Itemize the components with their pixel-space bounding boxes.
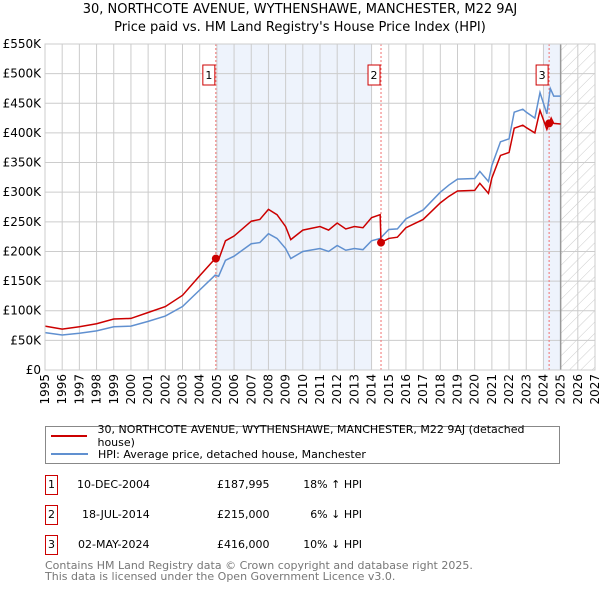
- legend: 30, NORTHCOTE AVENUE, WYTHENSHAWE, MANCH…: [45, 423, 560, 464]
- x-tick-label: 1996: [55, 374, 69, 405]
- y-tick-label: £250K: [3, 215, 43, 229]
- license-text: This data is licensed under the Open Gov…: [45, 570, 396, 583]
- y-tick-label: £100K: [3, 304, 43, 318]
- sale-date: 10-DEC-2004: [77, 478, 151, 491]
- legend-label: HPI: Average price, detached house, Manc…: [98, 447, 366, 461]
- legend-item-hpi: HPI: Average price, detached house, Manc…: [46, 446, 366, 462]
- sale-date: 02-MAY-2024: [78, 538, 150, 551]
- x-tick-label: 2015: [382, 374, 396, 405]
- shaded-period: [216, 44, 372, 370]
- sale-label-box: [367, 64, 381, 86]
- marker-badge: 1: [45, 475, 58, 495]
- x-tick-label: 2000: [124, 374, 138, 405]
- hpi-diff: 10% ↓ HPI: [303, 538, 362, 551]
- hpi-diff: 18% ↑ HPI: [303, 478, 362, 491]
- sale-date: 18-JUL-2014: [82, 508, 150, 521]
- y-tick-label: £300K: [3, 185, 43, 199]
- x-tick-label: 1997: [72, 374, 86, 405]
- x-tick-label: 2024: [536, 374, 550, 405]
- sale-price: £416,000: [217, 538, 270, 551]
- x-tick-label: 2011: [313, 374, 327, 405]
- y-tick-label: £0: [26, 363, 41, 377]
- x-tick-label: 2003: [176, 374, 190, 405]
- x-tick-label: 2004: [193, 374, 207, 405]
- y-tick-label: £200K: [3, 244, 43, 258]
- x-tick-label: 2025: [554, 374, 568, 405]
- y-tick-label: £550K: [3, 37, 43, 51]
- red-line-swatch: [51, 435, 88, 437]
- x-tick-label: 2014: [365, 374, 379, 405]
- sale-label: 2: [371, 69, 378, 82]
- series-line: [44, 107, 561, 330]
- transaction-row: 3 02-MAY-2024 £416,000 10% ↓ HPI: [45, 535, 445, 555]
- x-tick-label: 2008: [261, 374, 275, 405]
- sale-point: [377, 238, 386, 247]
- sale-price: £187,995: [217, 478, 270, 491]
- marker-badge: 3: [45, 535, 58, 555]
- x-tick-label: 2017: [416, 374, 430, 405]
- sale-label-box: [535, 64, 549, 86]
- x-tick-label: 2027: [588, 374, 600, 405]
- x-tick-label: 2026: [571, 374, 585, 405]
- x-tick-label: 2001: [141, 374, 155, 405]
- sale-label: 1: [205, 69, 212, 82]
- transaction-row: 2 18-JUL-2014 £215,000 6% ↓ HPI: [45, 505, 445, 525]
- x-tick-label: 2016: [399, 374, 413, 405]
- footer: Contains HM Land Registry data © Crown c…: [45, 560, 473, 582]
- series-line: [44, 85, 561, 336]
- legend-item-property: 30, NORTHCOTE AVENUE, WYTHENSHAWE, MANCH…: [46, 423, 559, 449]
- blue-line-swatch: [51, 453, 88, 455]
- x-tick-label: 2002: [158, 374, 172, 405]
- price-chart: 1995 1996 1997 1998 1999 2000 2001 2002 2003 2004…: [3, 37, 600, 405]
- y-tick-label: £450K: [3, 96, 43, 110]
- x-tick-label: 1999: [107, 374, 121, 405]
- x-tick-label: 2023: [519, 374, 533, 405]
- chart-subtitle: Price paid vs. HM Land Registry's House …: [114, 20, 486, 35]
- sale-point: [211, 254, 220, 263]
- x-tick-label: 2006: [227, 374, 241, 405]
- y-tick-label: £500K: [3, 67, 43, 81]
- copyright-text: Contains HM Land Registry data © Crown c…: [45, 559, 473, 572]
- x-tick-label: 2012: [330, 374, 344, 405]
- x-tick-label: 2018: [433, 374, 447, 405]
- marker-badge: 2: [45, 505, 58, 525]
- x-tick-label: 2021: [485, 374, 499, 405]
- x-tick-label: 2009: [279, 374, 293, 405]
- plot-border: [44, 43, 596, 371]
- hpi-diff: 6% ↓ HPI: [310, 508, 362, 521]
- y-tick-label: £400K: [3, 126, 43, 140]
- x-tick-label: 2019: [451, 374, 465, 405]
- x-tick-label: 2010: [296, 374, 310, 405]
- sale-label-box: [202, 64, 216, 86]
- x-tick-label: 1998: [90, 374, 104, 405]
- x-tick-label: 2022: [502, 374, 516, 405]
- x-tick-label: 1995: [38, 374, 52, 405]
- transaction-row: 1 10-DEC-2004 £187,995 18% ↑ HPI: [45, 475, 445, 495]
- x-tick-label: 2007: [244, 374, 258, 405]
- x-tick-label: 2005: [210, 374, 224, 405]
- sale-price: £215,000: [217, 508, 270, 521]
- legend-label: 30, NORTHCOTE AVENUE, WYTHENSHAWE, MANCH…: [97, 423, 525, 449]
- y-tick-label: £350K: [3, 156, 43, 170]
- x-tick-label: 2020: [468, 374, 482, 405]
- sale-label: 3: [539, 69, 546, 82]
- y-tick-label: £150K: [3, 274, 43, 288]
- sale-point: [545, 119, 554, 128]
- y-tick-label: £50K: [10, 333, 42, 347]
- chart-title: 30, NORTHCOTE AVENUE, WYTHENSHAWE, MANCH…: [82, 2, 518, 17]
- x-tick-label: 2013: [347, 374, 361, 405]
